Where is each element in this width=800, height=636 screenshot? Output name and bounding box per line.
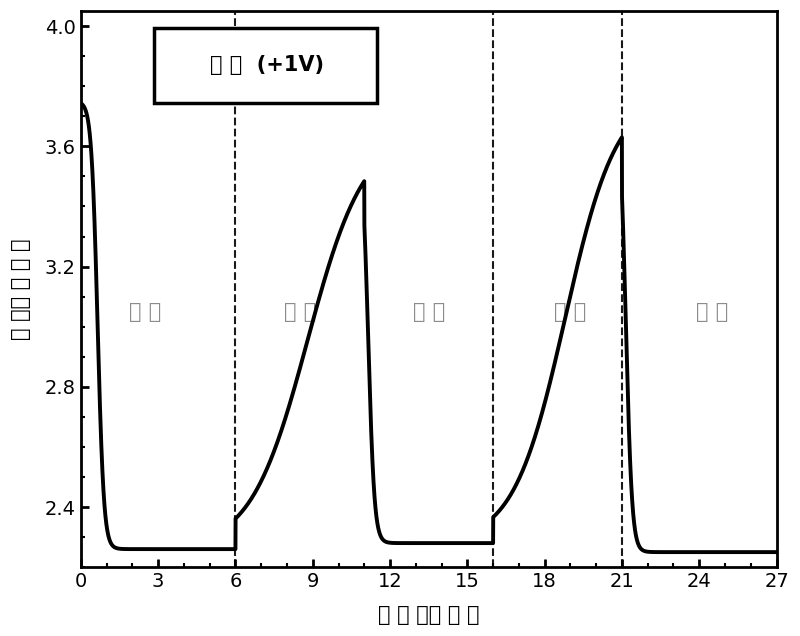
X-axis label: 时 间 （分 钟 ）: 时 间 （分 钟 ） [378, 605, 479, 625]
Text: 氢 气: 氢 气 [413, 301, 445, 322]
FancyBboxPatch shape [154, 28, 377, 103]
Y-axis label: 电 阱（ 千 欧 ）: 电 阱（ 千 欧 ） [11, 238, 31, 340]
Text: 氢 气: 氢 气 [696, 301, 728, 322]
Text: 空 气: 空 气 [284, 301, 316, 322]
Text: 氢 气: 氢 气 [129, 301, 162, 322]
Text: 空 气: 空 气 [554, 301, 586, 322]
Text: 偏 压  (+1V): 偏 压 (+1V) [210, 55, 324, 75]
